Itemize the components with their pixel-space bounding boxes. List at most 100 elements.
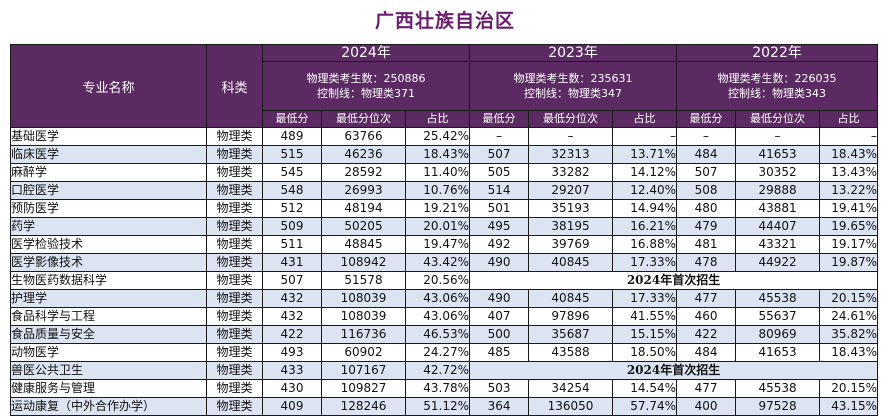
- y2023-min-score: 492: [469, 235, 530, 254]
- subject-type: 物理类: [206, 361, 263, 380]
- header-ratio: 占比: [612, 110, 678, 128]
- y2024-ratio: 18.43%: [404, 145, 471, 164]
- y2023-min-rank: 43588: [528, 343, 614, 362]
- y2023-ratio: 57.74%: [612, 397, 678, 416]
- y2022-min-rank: 97528: [735, 397, 821, 416]
- y2023-ratio: 14.94%: [612, 199, 678, 218]
- subject-type: 物理类: [206, 307, 263, 326]
- table-row: 食品质量与安全 物理类 422 116736 46.53% 500 35687 15.15% 4…: [10, 325, 879, 344]
- y2022-ratio: –: [819, 127, 879, 146]
- subject-type: 物理类: [206, 235, 263, 254]
- y2023-min-rank: 29207: [528, 181, 614, 200]
- y2024-min-rank: 109827: [321, 379, 406, 398]
- y2024-ratio: 20.56%: [404, 271, 471, 290]
- header-info-2024: 物理类考生数：250886 控制线：物理类371: [261, 61, 471, 111]
- header-ratio: 占比: [819, 110, 879, 128]
- y2023-ratio: 41.55%: [612, 307, 678, 326]
- major-name: 麻醉学: [10, 163, 207, 182]
- y2022-min-score: 477: [676, 379, 737, 398]
- y2022-ratio: 19.41%: [819, 199, 879, 218]
- admission-score-table: 专业名称 科类 2024年 2023年 2022年 物理类考生数：250886 …: [10, 44, 879, 416]
- y2022-min-rank: 30352: [735, 163, 821, 182]
- y2023-ratio: 13.71%: [612, 145, 678, 164]
- y2022-min-rank: 41653: [735, 145, 821, 164]
- y2024-ratio: 43.06%: [404, 289, 471, 308]
- y2023-ratio: –: [612, 127, 678, 146]
- y2022-ratio: 13.43%: [819, 163, 879, 182]
- header-year-2023: 2023年: [469, 44, 678, 62]
- y2022-min-score: 478: [676, 253, 737, 272]
- major-name: 运动康复（中外合作办学）: [10, 397, 207, 416]
- y2022-min-rank: 29888: [735, 181, 821, 200]
- first-enrollment-note: 2024年首次招生: [469, 361, 879, 380]
- y2024-ratio: 11.40%: [404, 163, 471, 182]
- y2024-min-score: 511: [262, 235, 322, 254]
- y2024-min-score: 548: [262, 181, 322, 200]
- y2023-min-rank: 35193: [528, 199, 614, 218]
- y2024-ratio: 43.42%: [404, 253, 471, 272]
- major-name: 基础医学: [10, 127, 207, 146]
- page-title: 广西壮族自治区: [374, 10, 515, 32]
- header-min-score: 最低分: [469, 110, 530, 128]
- y2024-min-score: 430: [262, 379, 322, 398]
- subject-type: 物理类: [206, 289, 263, 308]
- y2023-min-rank: 35687: [528, 325, 614, 344]
- y2024-ratio: 24.27%: [404, 343, 471, 362]
- control-line: 控制线：物理类343: [728, 87, 827, 100]
- header-min-rank: 最低分位次: [528, 110, 614, 128]
- y2022-ratio: 20.15%: [819, 289, 879, 308]
- y2024-ratio: 19.21%: [404, 199, 471, 218]
- y2024-min-rank: 63766: [321, 127, 406, 146]
- y2024-min-score: 409: [262, 397, 322, 416]
- subject-type: 物理类: [206, 343, 263, 362]
- major-name: 健康服务与管理: [10, 379, 207, 398]
- y2022-min-score: 400: [676, 397, 737, 416]
- table-row: 医学检验技术 物理类 511 48845 19.47% 492 39769 16.88% 481…: [10, 235, 879, 254]
- table-row: 生物医药数据科学 物理类 507 51578 20.56% 2024年首次招生: [10, 271, 879, 290]
- major-name: 护理学: [10, 289, 207, 308]
- subject-type: 物理类: [206, 379, 263, 398]
- table-row: 口腔医学 物理类 548 26993 10.76% 514 29207 12.40% 508 29…: [10, 181, 879, 200]
- subject-type: 物理类: [206, 127, 263, 146]
- y2023-ratio: 14.12%: [612, 163, 678, 182]
- y2023-min-rank: 40845: [528, 253, 614, 272]
- y2022-min-score: –: [676, 127, 737, 146]
- y2022-ratio: 18.43%: [819, 145, 879, 164]
- y2023-ratio: 17.33%: [612, 289, 678, 308]
- table-row: 动物医学 物理类 493 60902 24.27% 485 43588 18.50% 484 41…: [10, 343, 879, 362]
- y2024-ratio: 43.78%: [404, 379, 471, 398]
- y2022-ratio: 19.65%: [819, 217, 879, 236]
- y2022-ratio: 19.17%: [819, 235, 879, 254]
- candidate-count: 物理类考生数：226035: [717, 72, 837, 85]
- y2022-min-rank: –: [735, 127, 821, 146]
- major-name: 口腔医学: [10, 181, 207, 200]
- y2022-min-score: 508: [676, 181, 737, 200]
- y2022-ratio: 43.15%: [819, 397, 879, 416]
- major-name: 兽医公共卫生: [10, 361, 207, 380]
- y2023-min-score: 505: [469, 163, 530, 182]
- y2023-min-score: 507: [469, 145, 530, 164]
- y2024-min-rank: 108942: [321, 253, 406, 272]
- table-row: 药学 物理类 509 50205 20.01% 495 38195 16.21% 479 4440…: [10, 217, 879, 236]
- y2022-min-score: 484: [676, 343, 737, 362]
- y2023-min-rank: 136050: [528, 397, 614, 416]
- y2023-min-score: 501: [469, 199, 530, 218]
- table-row: 临床医学 物理类 515 46236 18.43% 507 32313 13.71% 484 41…: [10, 145, 879, 164]
- major-name: 医学影像技术: [10, 253, 207, 272]
- y2023-min-score: –: [469, 127, 530, 146]
- y2024-ratio: 42.72%: [404, 361, 471, 380]
- y2023-ratio: 12.40%: [612, 181, 678, 200]
- y2024-min-score: 431: [262, 253, 322, 272]
- y2023-min-rank: 40845: [528, 289, 614, 308]
- y2022-ratio: 24.61%: [819, 307, 879, 326]
- header-info-2022: 物理类考生数：226035 控制线：物理类343: [676, 61, 879, 111]
- y2023-min-score: 485: [469, 343, 530, 362]
- y2024-min-rank: 128246: [321, 397, 406, 416]
- y2024-min-score: 509: [262, 217, 322, 236]
- y2023-min-rank: 34254: [528, 379, 614, 398]
- y2023-min-score: 364: [469, 397, 530, 416]
- y2023-ratio: 18.50%: [612, 343, 678, 362]
- y2023-min-rank: –: [528, 127, 614, 146]
- subject-type: 物理类: [206, 253, 263, 272]
- y2022-min-score: 480: [676, 199, 737, 218]
